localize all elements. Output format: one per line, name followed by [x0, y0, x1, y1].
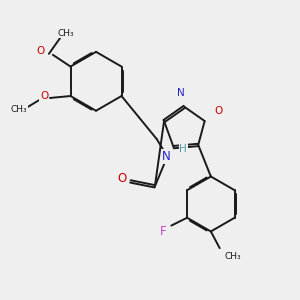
Text: N: N	[177, 88, 184, 98]
Text: O: O	[40, 91, 48, 101]
Text: CH₃: CH₃	[224, 253, 241, 262]
Text: CH₃: CH₃	[10, 105, 27, 114]
Text: O: O	[214, 106, 223, 116]
Text: F: F	[160, 225, 167, 238]
Text: O: O	[117, 172, 126, 185]
Text: CH₃: CH₃	[57, 29, 74, 38]
Text: O: O	[36, 46, 44, 56]
Text: H: H	[179, 144, 187, 154]
Text: N: N	[162, 150, 171, 164]
